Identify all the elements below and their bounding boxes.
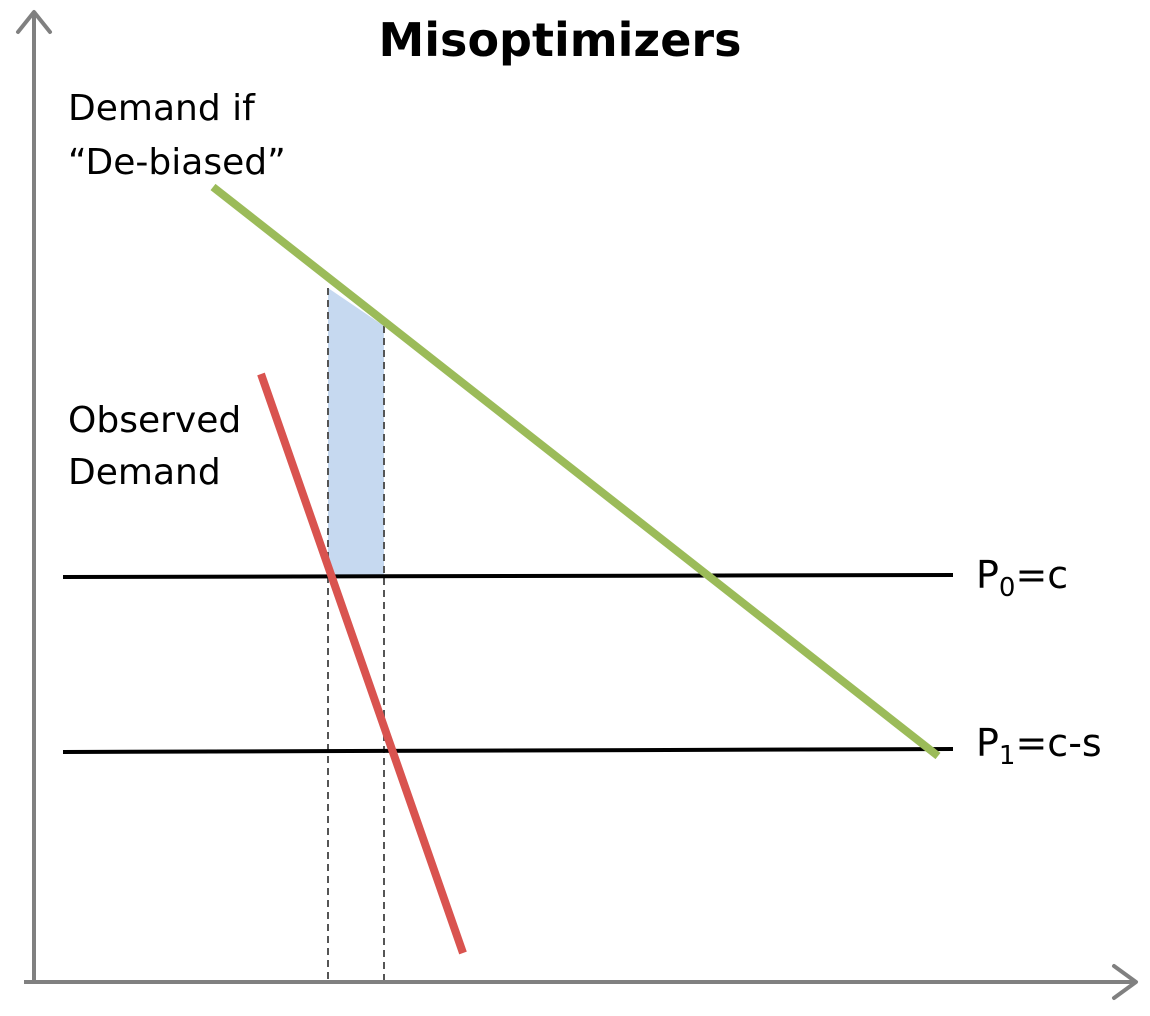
price-label-p0-main: P (976, 553, 999, 597)
x-axis-arrowhead (1112, 964, 1138, 1000)
price-label-p0-rest: =c (1015, 553, 1068, 597)
y-axis-arrowhead (16, 10, 52, 34)
observed-demand-label-line2: Demand (68, 452, 221, 493)
diagram-title: Misoptimizers (379, 13, 742, 67)
shaded-welfare-area (328, 288, 384, 576)
price-label-p1: P1=c-s (976, 721, 1102, 771)
price-label-p1-sub: 1 (999, 741, 1016, 771)
price-line-p1 (62, 747, 954, 754)
y-axis (16, 10, 52, 982)
debiased-demand-label-line2: “De-biased” (68, 142, 286, 183)
price-line-p0 (62, 573, 954, 579)
observed-demand-line (257, 372, 467, 955)
price-label-p1-main: P (976, 721, 999, 765)
price-label-p0-sub: 0 (999, 573, 1016, 603)
x-axis (24, 964, 1138, 1000)
price-label-p1-rest: =c-s (1015, 721, 1101, 765)
debiased-demand-label-line1: Demand if (68, 88, 256, 129)
observed-demand-label-line1: Observed (68, 400, 241, 441)
debiased-demand-line (210, 183, 941, 760)
price-label-p0: P0=c (976, 553, 1068, 603)
